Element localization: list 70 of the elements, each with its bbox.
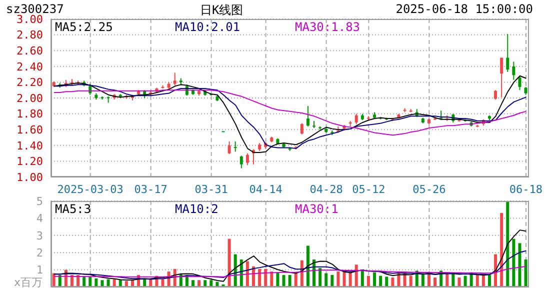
candlestick (228, 140, 231, 155)
candlestick (500, 57, 504, 98)
x-tick-label: 2025-03-03 (57, 182, 124, 196)
y-tick-label: 2.60 (16, 44, 43, 58)
y-tick-label: 2.00 (16, 92, 43, 105)
bar (330, 274, 334, 287)
y-tick-label: 5 (36, 194, 43, 208)
text: MA30:1.83 (295, 20, 362, 34)
bar (500, 213, 504, 287)
y-tick-label: 1.60 (16, 124, 43, 137)
bar (385, 276, 388, 287)
y-tick-label: 1.00 (16, 170, 43, 184)
candlestick (506, 34, 510, 72)
bar (464, 276, 467, 287)
x-tick-label: 06-18 (509, 182, 543, 196)
bar (366, 276, 370, 287)
bar (524, 259, 528, 287)
y-tick-label: 2.20 (16, 76, 43, 90)
bar (324, 273, 328, 287)
y-tick-label: 3 (36, 229, 43, 242)
line-series (54, 84, 526, 150)
x-tick-label: 03-31 (194, 182, 228, 196)
candlestick (234, 140, 237, 152)
text: MA10:2 (175, 202, 220, 216)
bar (336, 272, 340, 287)
bar (476, 274, 479, 287)
bar (282, 274, 286, 287)
bar (518, 243, 522, 287)
y-tick-label: 4 (36, 212, 44, 226)
y-tick-label: 2.40 (16, 60, 43, 74)
text: MA5:3 (55, 202, 92, 216)
bar (379, 276, 382, 287)
line-series (54, 250, 526, 280)
candlestick (240, 155, 243, 169)
bar (306, 246, 310, 287)
bar (409, 276, 412, 287)
text: 2025-06-18 15:00:00 (396, 2, 533, 16)
bar (488, 274, 491, 287)
text: MA30:1 (295, 202, 340, 216)
bar (288, 274, 292, 287)
y-axis-title: x百万 (14, 275, 43, 290)
text: MA10:2.01 (175, 20, 242, 34)
candlestick (300, 122, 304, 135)
bar (228, 238, 231, 287)
candlestick (494, 90, 498, 100)
x-tick-label: 04-28 (310, 182, 343, 196)
candlestick (246, 152, 249, 166)
chart-subtitle: 日K线图 (200, 2, 244, 19)
y-tick-label: 1.20 (16, 155, 43, 168)
bar (506, 201, 510, 287)
bar (512, 238, 516, 287)
candlestick (518, 75, 522, 91)
y-tick-label: 1.80 (16, 108, 43, 121)
bar (318, 268, 322, 287)
x-tick-label: 05-26 (412, 182, 446, 196)
bar (360, 270, 364, 287)
y-tick-label: 1 (36, 264, 43, 277)
x-tick-label: 05-12 (352, 182, 386, 196)
text: MA5:2.25 (55, 20, 114, 34)
candlestick (173, 72, 176, 86)
y-tick-label: 2 (36, 246, 43, 260)
candlestick (512, 61, 516, 80)
candlestick (354, 113, 358, 125)
x-tick-label: 04-14 (249, 182, 283, 196)
bar (373, 272, 376, 287)
line-series (54, 266, 526, 278)
y-tick-label: 2.80 (16, 28, 43, 42)
x-tick-label: 03-17 (134, 182, 168, 196)
candlestick (306, 105, 310, 127)
y-tick-label: 1.40 (16, 139, 43, 152)
